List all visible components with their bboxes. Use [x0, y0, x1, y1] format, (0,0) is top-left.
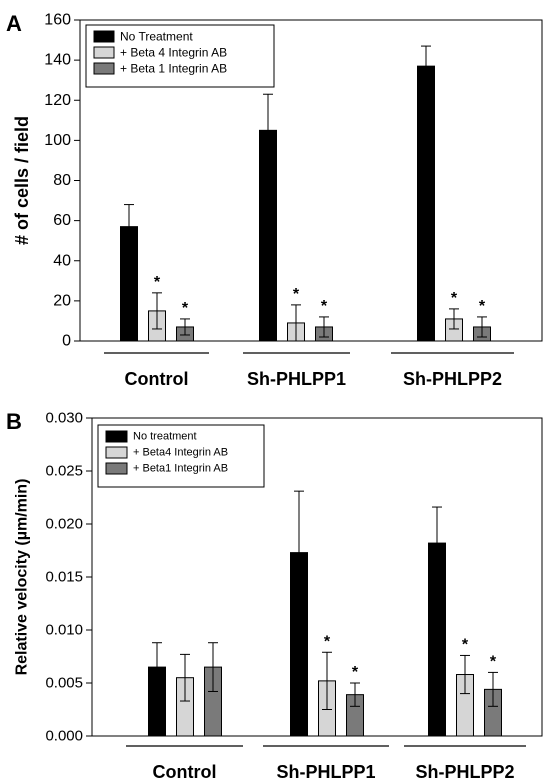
legend: No treatment + Beta4 Integrin AB + Beta1 … — [97, 424, 265, 488]
y-tick-label: 0.020 — [45, 516, 83, 533]
panel-label: B — [6, 409, 22, 434]
significance-star: * — [321, 298, 328, 315]
y-tick-label: 0.010 — [45, 622, 83, 639]
category-label: Sh-PHLPP2 — [403, 369, 502, 389]
legend-swatch — [105, 430, 128, 443]
legend-box — [85, 24, 275, 88]
significance-star: * — [154, 274, 161, 291]
y-tick-label: 100 — [44, 132, 71, 149]
legend-label: No Treatment — [120, 30, 193, 44]
y-tick-label: 0.015 — [45, 569, 83, 586]
y-tick-label: 60 — [53, 212, 71, 229]
legend-swatch — [105, 462, 128, 475]
panel-label: A — [6, 11, 22, 36]
y-tick-label: 40 — [53, 252, 71, 269]
bar — [417, 65, 435, 342]
y-tick-label: 140 — [44, 52, 71, 69]
legend: No Treatment + Beta 4 Integrin AB + Beta 1… — [85, 24, 275, 88]
y-tick-label: 80 — [53, 172, 71, 189]
legend-label: No treatment — [133, 431, 197, 443]
significance-star: * — [451, 290, 458, 307]
chart-panel-b: B 0.000 0.005 0.010 0.015 0.020 0.025 0.030 Rela… — [6, 409, 543, 781]
y-tick-label: 0.005 — [45, 675, 83, 692]
legend-label: + Beta 4 Integrin AB — [120, 46, 227, 60]
legend-label: + Beta1 Integrin AB — [133, 463, 228, 475]
legend-swatch — [93, 62, 115, 75]
y-tick-label: 0.030 — [45, 410, 83, 427]
category-label: Sh-PHLPP1 — [276, 762, 375, 781]
significance-star: * — [293, 286, 300, 303]
y-tick-label: 0 — [62, 333, 71, 350]
significance-star: * — [182, 300, 189, 317]
y-tick-label: 0.000 — [45, 728, 83, 745]
significance-star: * — [462, 636, 469, 653]
y-axis-label: # of cells / field — [12, 116, 32, 245]
legend-label: + Beta 1 Integrin AB — [120, 62, 227, 76]
chart-panel-a: A 0 20 40 60 80 100 120 140 160 # of cells / field… — [6, 11, 543, 389]
category-label: Control — [125, 369, 189, 389]
category-label: Control — [153, 762, 217, 781]
y-tick-label: 0.025 — [45, 463, 83, 480]
y-tick-label: 120 — [44, 92, 71, 109]
significance-star: * — [490, 653, 497, 670]
significance-star: * — [324, 633, 331, 650]
y-tick-label: 160 — [44, 12, 71, 29]
y-axis-label: Relative velocity (µm/min) — [14, 479, 31, 676]
significance-star: * — [479, 298, 486, 315]
significance-star: * — [352, 664, 359, 681]
legend-label: + Beta4 Integrin AB — [133, 447, 228, 459]
y-tick-label: 20 — [53, 292, 71, 309]
category-label: Sh-PHLPP2 — [415, 762, 514, 781]
legend-swatch — [93, 46, 115, 59]
legend-swatch — [93, 30, 115, 43]
legend-swatch — [105, 446, 128, 459]
category-label: Sh-PHLPP1 — [247, 369, 346, 389]
